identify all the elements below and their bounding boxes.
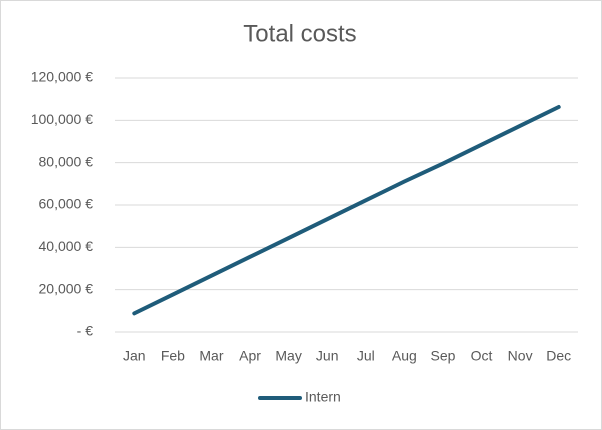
y-tick-label: 80,000 € bbox=[39, 153, 94, 169]
x-tick-label: Dec bbox=[546, 348, 571, 364]
x-tick-label: Jan bbox=[123, 348, 146, 364]
x-tick-label: Apr bbox=[239, 348, 261, 364]
x-tick-label: Mar bbox=[199, 348, 223, 364]
legend-label: Intern bbox=[305, 389, 341, 405]
data-line bbox=[132, 104, 561, 316]
x-tick-label: Oct bbox=[471, 348, 493, 364]
x-tick-label: Jul bbox=[357, 348, 375, 364]
x-tick-label: Aug bbox=[392, 348, 417, 364]
x-tick-label: Feb bbox=[161, 348, 185, 364]
x-tick-label: Nov bbox=[508, 348, 533, 364]
x-tick-label: Jun bbox=[316, 348, 339, 364]
chart-title: Total costs bbox=[243, 20, 356, 47]
x-tick-label: May bbox=[275, 348, 301, 364]
x-tick-label: Sep bbox=[430, 348, 455, 364]
y-tick-label: 60,000 € bbox=[39, 196, 94, 212]
y-tick-label: 120,000 € bbox=[31, 69, 93, 85]
y-tick-label: 40,000 € bbox=[39, 238, 94, 254]
y-tick-label: - € bbox=[77, 323, 94, 339]
y-tick-label: 100,000 € bbox=[31, 111, 93, 127]
y-tick-label: 20,000 € bbox=[39, 280, 94, 296]
